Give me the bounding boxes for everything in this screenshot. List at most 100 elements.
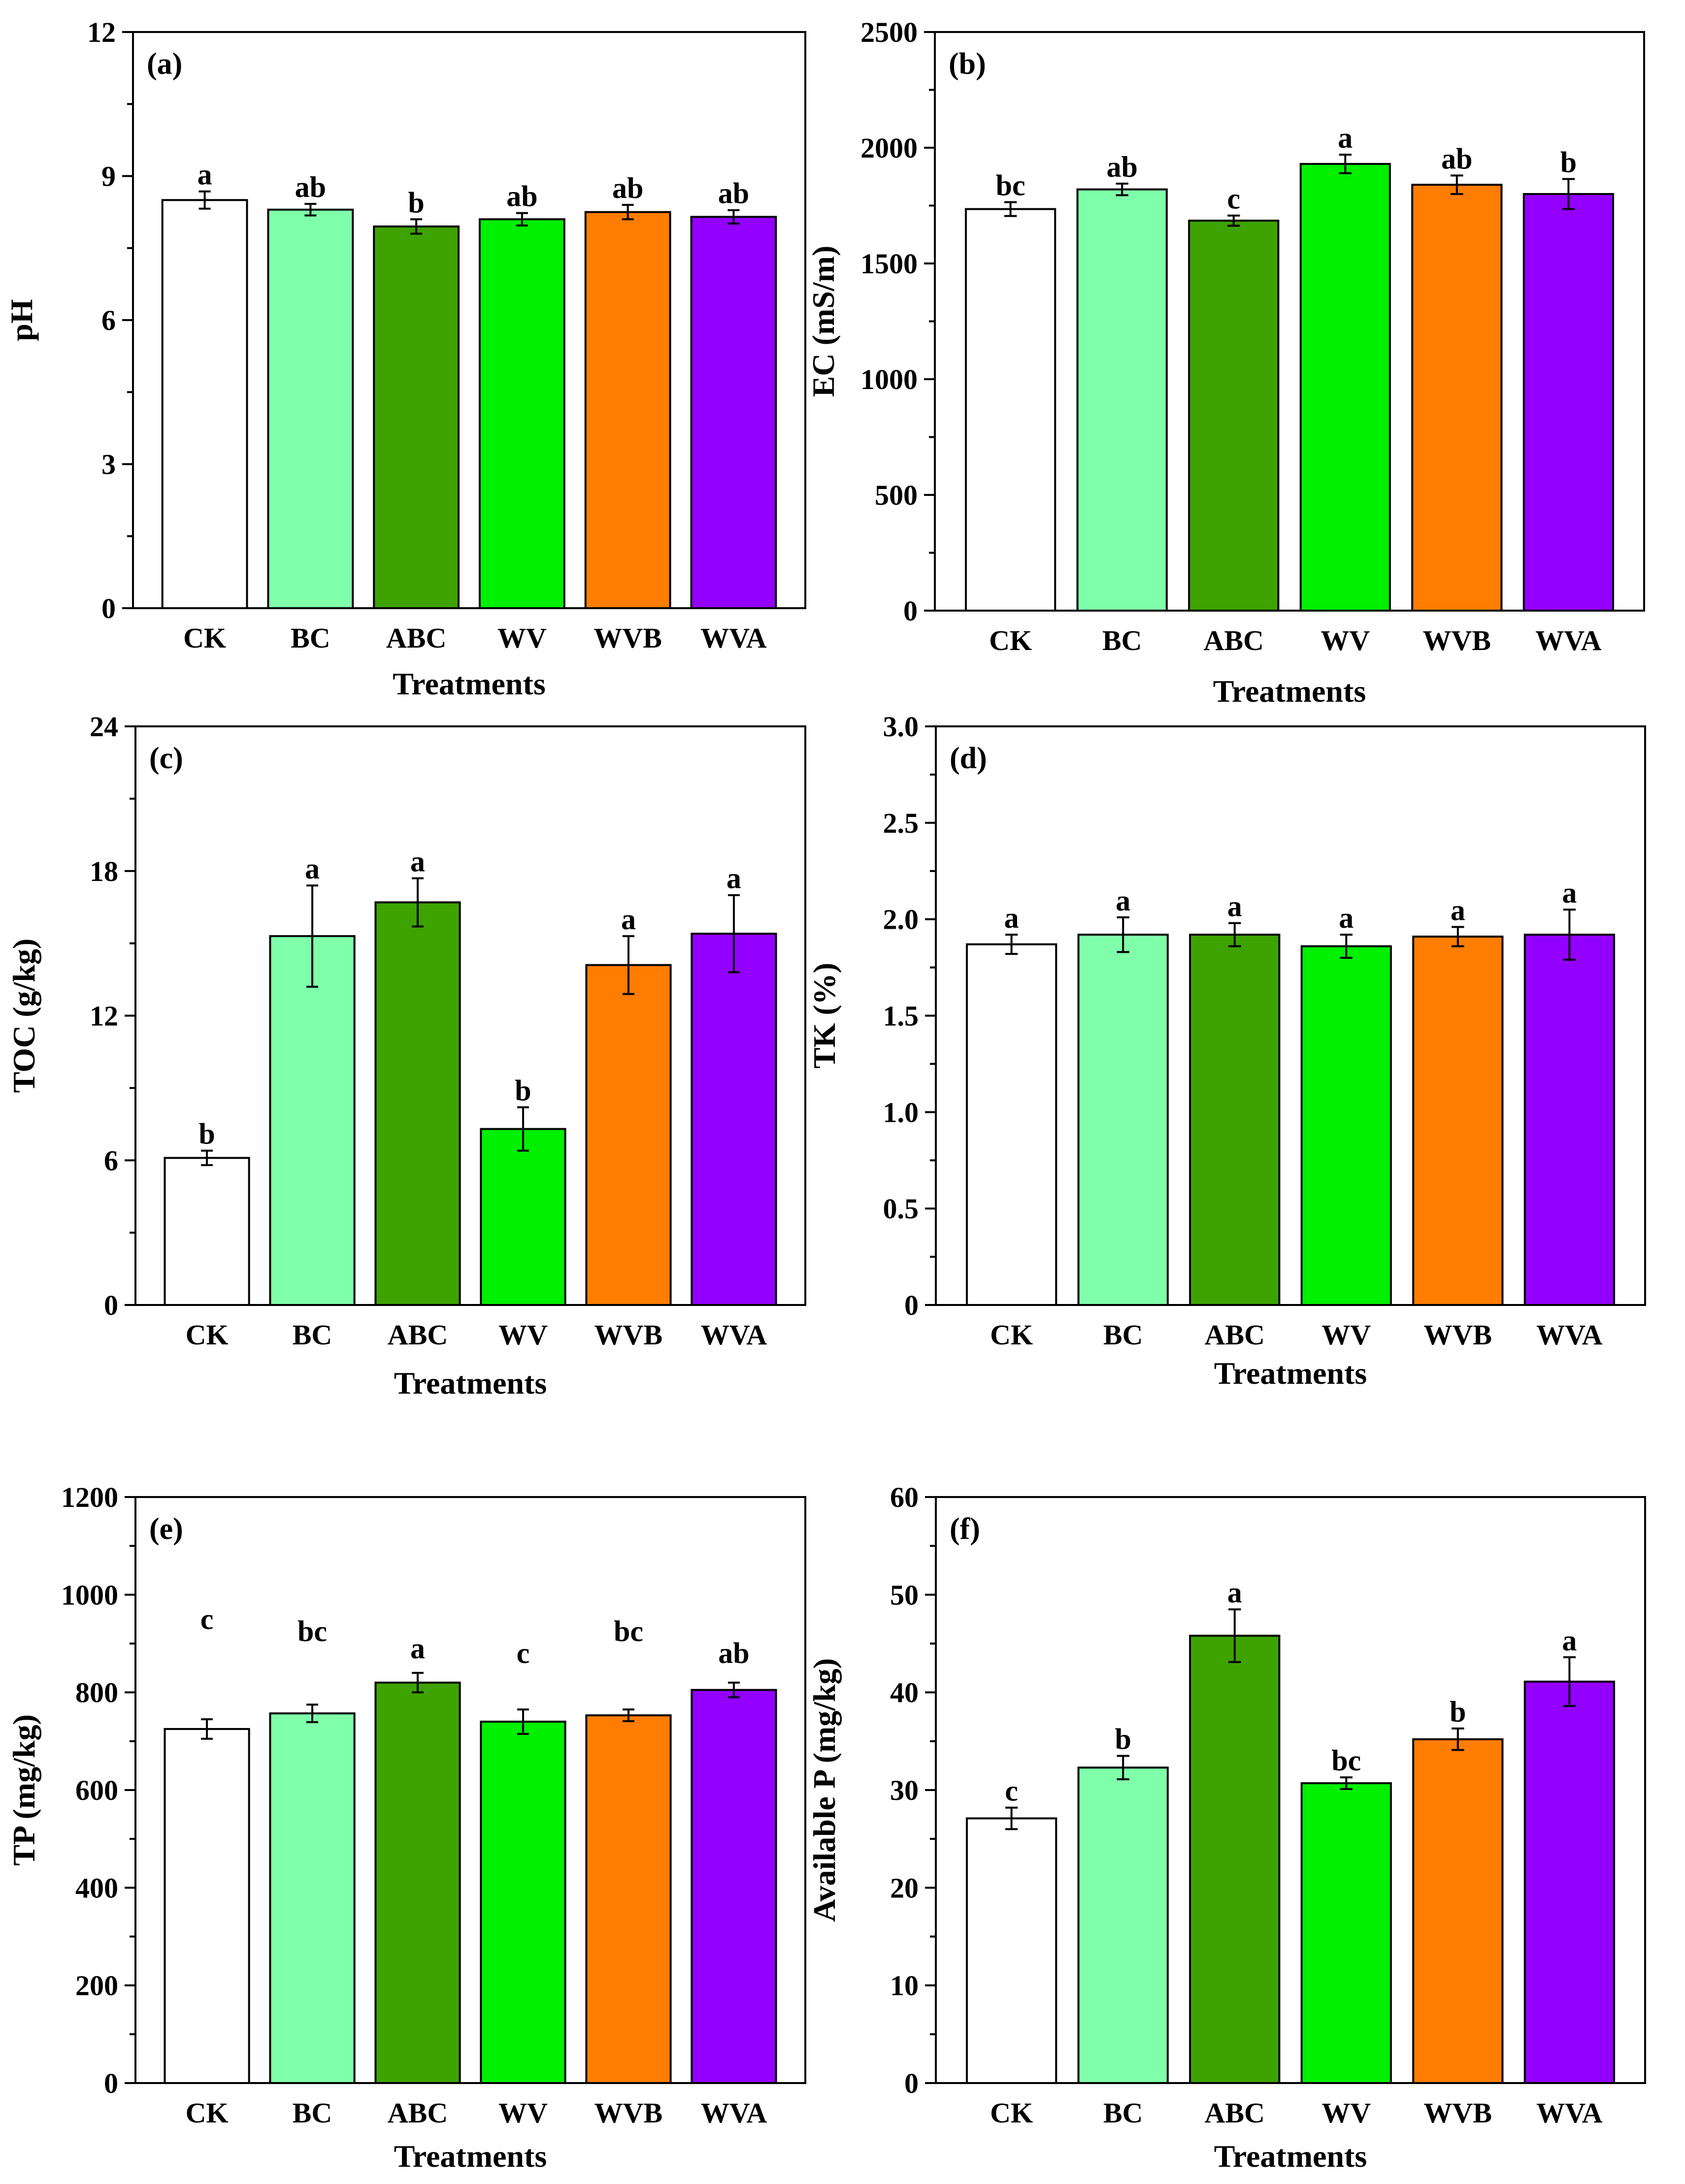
y-tick-label: 2000 <box>860 132 918 164</box>
x-tick-label: ABC <box>1204 2097 1264 2129</box>
chart-panel-6: c CK b BC a ABC bc WV b WVB a WVA 0 10 20 30 40 50 60 (f) Tr… <box>807 1481 1646 2174</box>
x-axis-title: Treatments <box>1214 1356 1367 1391</box>
significance-label: ab <box>506 180 537 213</box>
x-tick-label: WV <box>498 2097 548 2129</box>
significance-label: ab <box>1106 151 1137 183</box>
y-tick-label: 6 <box>101 304 116 336</box>
bar-bc <box>269 935 356 1306</box>
x-tick-label: BC <box>1103 1319 1143 1351</box>
x-tick-label: WV <box>1322 2097 1371 2129</box>
bar-wvb <box>1412 935 1504 1306</box>
x-tick-label: WVB <box>595 2097 663 2129</box>
bar-abc <box>1189 934 1281 1306</box>
significance-label: b <box>198 1118 215 1150</box>
y-tick-label: 0 <box>904 1289 919 1321</box>
error-bar-wva <box>727 1681 740 1698</box>
y-tick-label: 600 <box>75 1774 118 1806</box>
significance-label: a <box>410 845 425 878</box>
bar-ck <box>161 199 248 609</box>
x-tick-label: BC <box>1103 2097 1143 2129</box>
x-tick-label: WVB <box>1423 624 1491 656</box>
significance-label: bc <box>614 1615 643 1648</box>
significance-label: a <box>198 159 212 191</box>
plot-frame <box>132 31 806 609</box>
y-tick-label: 1000 <box>61 1579 118 1611</box>
x-tick-label: BC <box>293 2097 332 2129</box>
significance-label: ab <box>718 177 749 210</box>
plot-frame <box>134 1496 806 2084</box>
bar-ck <box>965 943 1057 1306</box>
x-tick-label: CK <box>989 624 1032 656</box>
significance-label: c <box>517 1637 530 1669</box>
significance-label: c <box>200 1603 214 1635</box>
x-tick-label: ABC <box>1204 1319 1264 1351</box>
bar-abc <box>1188 220 1280 612</box>
significance-label: b <box>1560 146 1577 178</box>
error-bar-bc <box>306 884 319 988</box>
error-bar-wv <box>517 1708 529 1735</box>
significance-label: c <box>1227 183 1240 215</box>
error-bar-wva <box>1562 178 1575 210</box>
significance-label: b <box>1450 1695 1466 1728</box>
bar-wvb <box>1411 184 1503 612</box>
bar-bc <box>267 208 354 609</box>
bar-wvb <box>585 1714 672 2084</box>
y-tick-label: 24 <box>90 711 118 743</box>
error-bar-wv <box>1340 1776 1353 1791</box>
bar-wva <box>691 933 777 1306</box>
x-tick-label: CK <box>990 1319 1033 1351</box>
y-axis-title: TP (mg/kg) <box>6 1714 41 1866</box>
x-tick-label: WVB <box>1424 1319 1492 1351</box>
plot-frame <box>934 31 1645 612</box>
error-bar-bc <box>1117 1755 1129 1781</box>
y-tick-label: 2.0 <box>883 904 919 936</box>
significance-label: ab <box>295 171 326 203</box>
error-bar-wvb <box>1451 174 1463 195</box>
significance-label: b <box>515 1075 531 1107</box>
x-axis-title: Treatments <box>394 2139 547 2174</box>
error-bar-wva <box>727 209 740 225</box>
error-bar-ck <box>1005 1806 1018 1830</box>
significance-label: a <box>1227 890 1242 923</box>
y-tick-label: 0 <box>101 592 116 624</box>
y-tick-label: 2500 <box>860 16 918 48</box>
chart-panel-4: a CK a BC a ABC a WV a WVB a WVA 0 0.5 1.0 1.5 2.0 2.5 3.0… <box>807 711 1646 1391</box>
error-bar-bc <box>304 203 317 217</box>
significance-label: a <box>727 862 741 895</box>
y-tick-label: 200 <box>75 1970 118 2002</box>
x-tick-label: BC <box>293 1319 332 1351</box>
error-bar-bc <box>1116 182 1128 196</box>
significance-label: ab <box>1441 142 1472 175</box>
x-tick-label: CK <box>186 1319 229 1351</box>
y-tick-label: 12 <box>90 1000 118 1032</box>
y-tick-label: 9 <box>101 161 116 193</box>
y-tick-label: 10 <box>890 1970 919 2002</box>
bar-abc <box>374 901 461 1306</box>
x-tick-label: ABC <box>1203 624 1263 656</box>
y-tick-label: 3 <box>101 449 116 481</box>
y-tick-label: 400 <box>75 1872 118 1904</box>
significance-label: a <box>1451 894 1465 926</box>
y-tick-label: 500 <box>875 479 918 511</box>
x-tick-label: BC <box>291 622 330 654</box>
x-tick-label: WV <box>1321 624 1370 656</box>
x-axis-title: Treatments <box>1213 674 1366 709</box>
x-tick-label: WVA <box>701 1319 767 1351</box>
panel-label: (c) <box>149 742 183 775</box>
bar-wv <box>478 218 565 609</box>
chart-panel-1: a CK ab BC b ABC ab WV ab WVB ab WVA 0 3 6 9 12 (a) Treatm… <box>4 16 806 701</box>
error-bar-wvb <box>622 204 634 221</box>
x-tick-label: WV <box>497 622 547 654</box>
x-tick-label: WVB <box>595 1319 663 1351</box>
bar-bc <box>1076 188 1168 612</box>
bar-bc <box>269 1712 356 2084</box>
panel-label: (d) <box>950 742 987 775</box>
bar-abc <box>1189 1634 1281 2084</box>
bar-ck <box>965 1817 1057 2084</box>
error-bar-wvb <box>1452 926 1464 947</box>
x-tick-label: CK <box>186 2097 229 2129</box>
bar-wv <box>1299 163 1391 612</box>
panel-label: (a) <box>147 47 182 81</box>
x-tick-label: WVB <box>1424 2097 1492 2129</box>
panel-label: (b) <box>949 47 986 81</box>
